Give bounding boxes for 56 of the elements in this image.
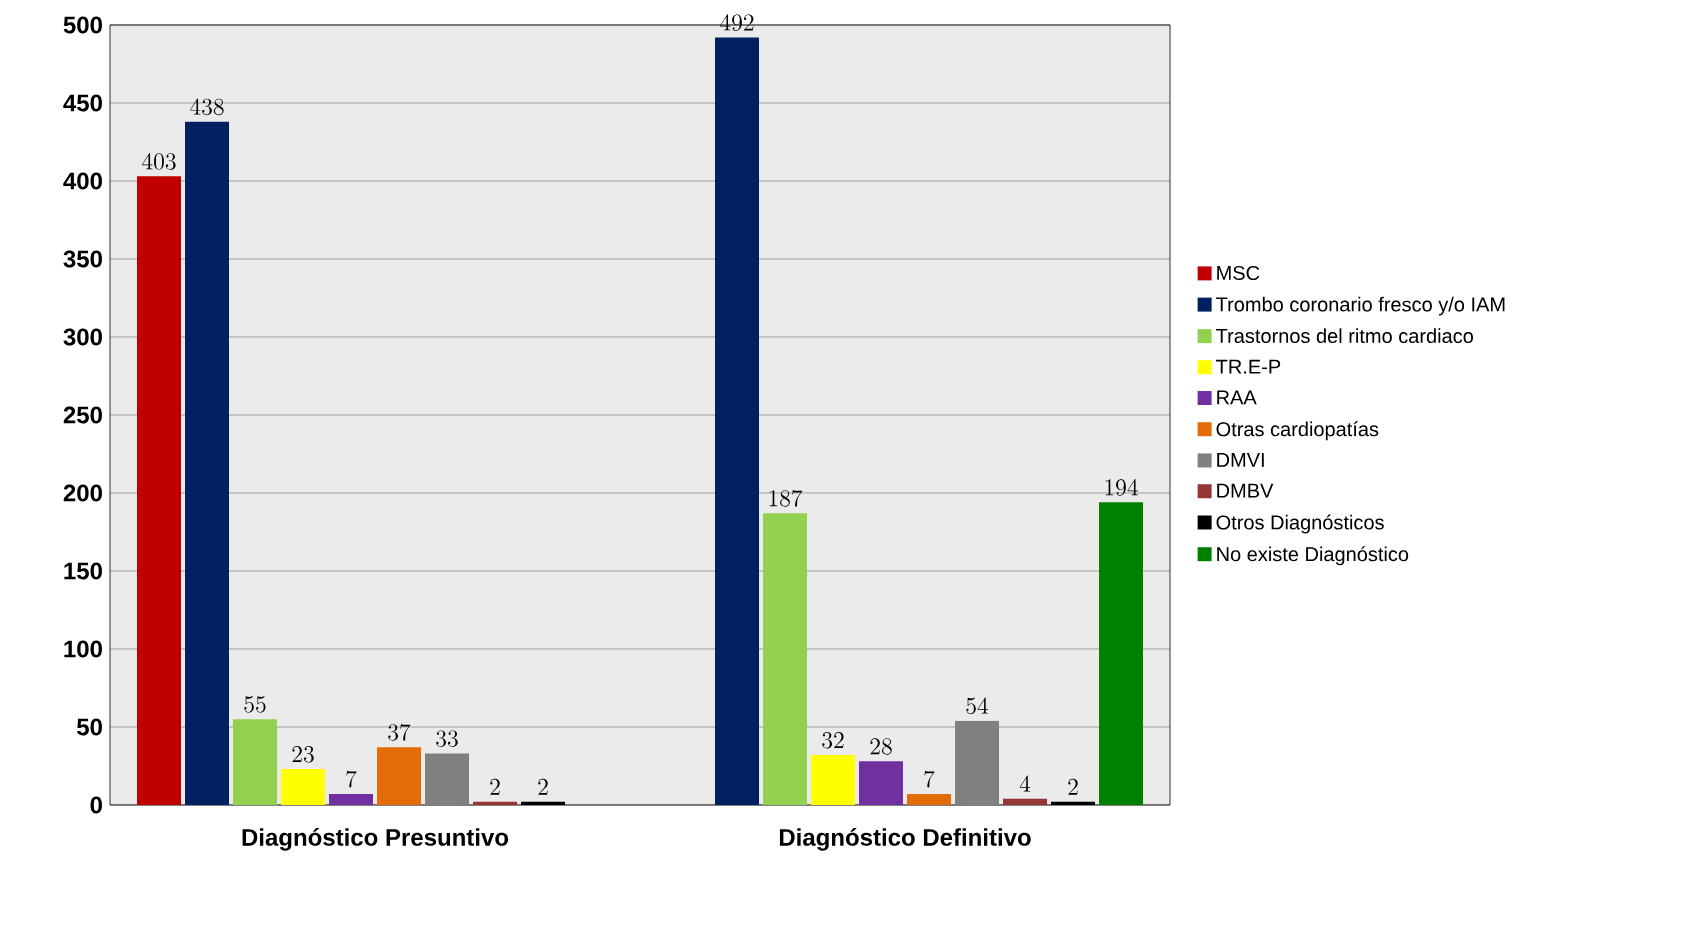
y-tick-label: 500: [63, 16, 102, 34]
bar: [233, 719, 278, 805]
legend-label: DMVI: [1217, 453, 1264, 467]
y-tick-label: 50: [77, 718, 102, 736]
data-label: 28: [870, 738, 892, 755]
data-label: 7: [346, 770, 357, 788]
y-tick-label: 200: [63, 484, 102, 502]
legend-label: RAA: [1217, 390, 1257, 405]
y-tick-label: 300: [63, 328, 102, 346]
y-tick-label: 0: [90, 796, 102, 814]
data-label: 7: [924, 770, 935, 788]
legend-label: DMBV: [1217, 483, 1274, 498]
data-label: 194: [1105, 479, 1138, 496]
bar: [281, 769, 326, 805]
bar: [377, 747, 422, 805]
y-tick-label: 250: [63, 406, 102, 424]
bar: [1003, 798, 1048, 805]
legend-label: Trombo coronario fresco y/o IAM: [1216, 296, 1505, 316]
data-label: 2: [490, 778, 500, 795]
data-label: 54: [966, 697, 989, 715]
data-label: 2: [1068, 778, 1078, 795]
legend-label: No existe Diagnóstico: [1217, 546, 1409, 566]
y-tick-label: 100: [64, 640, 102, 658]
legend-label: TR.E-P: [1216, 359, 1281, 374]
bar: [185, 121, 230, 805]
legend-label: Trastornos del ritmo cardiaco: [1216, 328, 1473, 344]
data-label: 32: [822, 732, 844, 749]
data-label: 37: [388, 723, 411, 741]
x-tick-label: Diagnóstico Presuntivo: [242, 828, 509, 851]
bar: [859, 761, 904, 805]
legend-label: Otras cardiopatías: [1216, 421, 1379, 441]
bar: [763, 513, 808, 805]
data-label: 403: [142, 153, 176, 170]
data-label: 55: [244, 696, 266, 713]
bar: [811, 755, 856, 805]
bar: [907, 794, 952, 805]
y-tick-label: 150: [64, 562, 102, 580]
y-tick-label: 400: [63, 172, 102, 190]
y-tick-label: 450: [63, 94, 102, 112]
data-label: 187: [769, 489, 803, 507]
data-label: 438: [190, 98, 224, 116]
bar: [329, 794, 374, 805]
y-tick-label: 350: [63, 250, 102, 268]
legend-label: MSC: [1217, 265, 1260, 281]
legend-label: Otros Diagnósticos: [1216, 514, 1384, 534]
data-label: 492: [720, 14, 754, 31]
x-tick-label: Diagnóstico Definitivo: [779, 828, 1031, 851]
data-label: 4: [1019, 775, 1031, 792]
bar: [473, 801, 518, 805]
bar: [715, 37, 760, 805]
data-label: 33: [436, 730, 458, 747]
data-label: 2: [538, 778, 548, 795]
data-label: 23: [292, 746, 314, 763]
bar: [1099, 502, 1144, 805]
bar: [137, 176, 182, 805]
bar: [425, 753, 470, 805]
